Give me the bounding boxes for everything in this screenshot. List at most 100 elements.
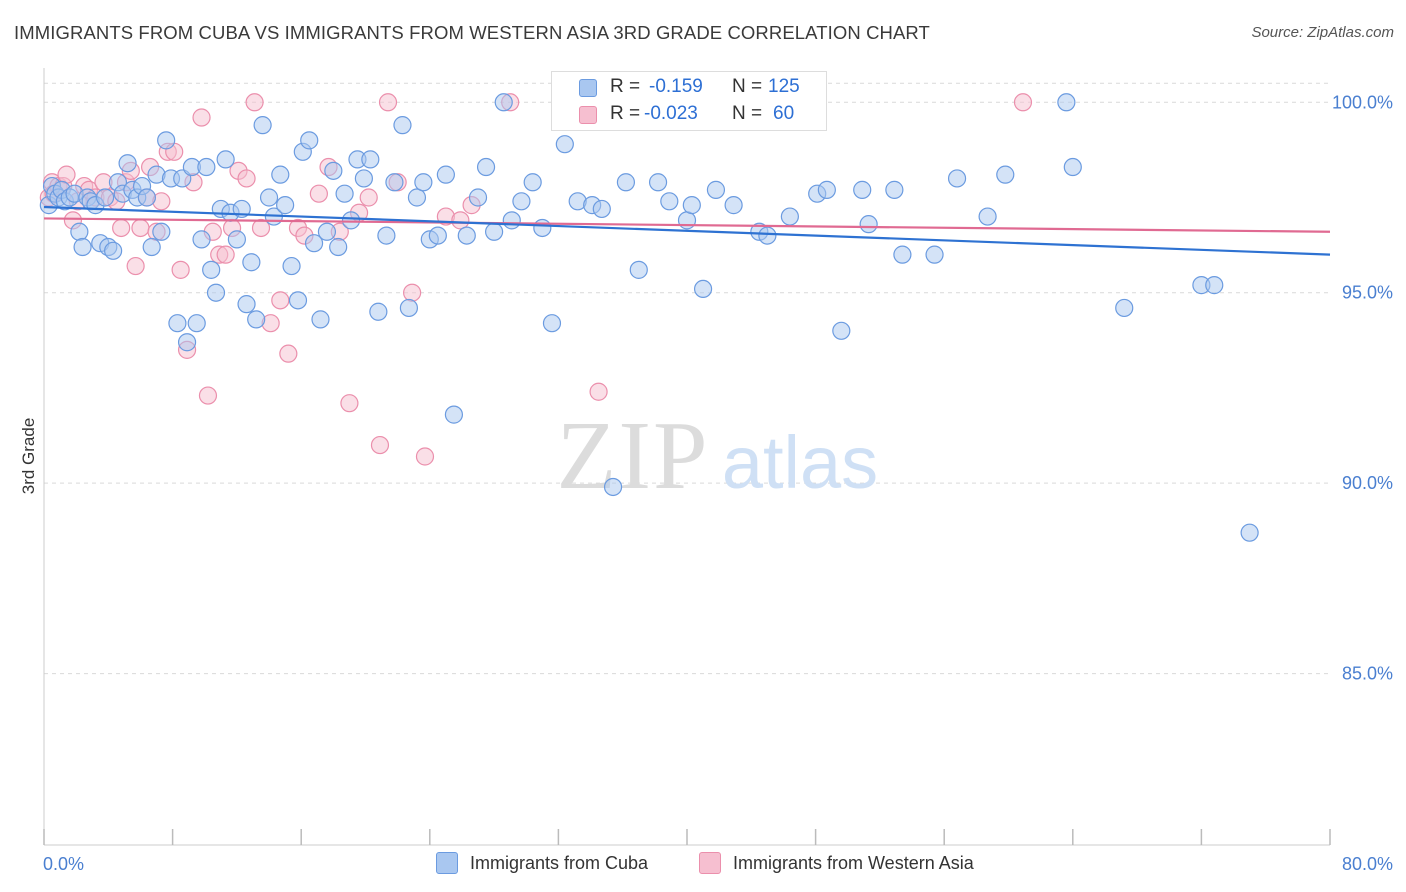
point-cuba [247,310,266,329]
point-cuba [885,180,904,199]
point-cuba [70,222,89,241]
point-cuba [192,230,211,249]
point-cuba [137,188,156,207]
legend-n-value-cuba: 125 [768,76,800,97]
point-western-asia [271,291,290,310]
point-cuba [542,314,562,333]
point-cuba [304,234,324,253]
stats-legend: R = -0.159 N = 125 R = -0.023 N = 60 [551,71,827,131]
trend-line-cuba [43,205,1331,256]
point-cuba [118,154,137,173]
point-cuba [104,241,123,260]
point-western-asia [1013,93,1033,112]
y-tick-label: 95.0% [1342,283,1393,303]
point-cuba [648,173,668,192]
point-cuba [533,218,552,238]
point-cuba [237,295,256,314]
point-cuba [206,283,226,302]
legend-swatch-western-asia [579,106,597,124]
point-western-asia [131,218,150,238]
point-cuba [95,188,115,207]
point-cuba [216,150,235,169]
point-cuba [444,405,464,424]
point-cuba [197,157,216,177]
point-western-asia [192,108,211,127]
watermark: ZIP atlas [557,402,879,510]
point-western-asia [403,283,422,302]
point-cuba [300,131,319,150]
point-cuba [436,165,455,184]
point-cuba [152,222,171,241]
legend-swatch-cuba [579,79,597,97]
point-cuba [377,226,396,245]
point-cuba [369,302,388,321]
trend-line-western-asia [43,217,1331,233]
point-cuba [555,135,574,154]
watermark-atlas: atlas [722,421,878,504]
point-western-asia [370,435,390,455]
point-western-asia [245,93,264,112]
point-cuba [393,116,412,135]
point-cuba [414,173,433,192]
point-cuba [893,245,912,264]
point-western-asia [198,386,218,405]
point-cuba [168,314,187,333]
point-western-asia [251,218,271,238]
point-cuba [660,192,679,211]
point-cuba [385,173,404,192]
point-cuba [485,222,504,241]
point-cuba [242,253,261,272]
point-cuba [187,314,206,333]
y-tick-label: 100.0% [1332,92,1393,112]
bottom-legend-label-cuba: Immigrants from Cuba [470,853,649,873]
point-cuba [282,256,301,276]
point-cuba [523,173,542,192]
point-cuba [724,196,743,215]
x-tick-label-min: 0.0% [43,854,84,874]
watermark-zip: ZIP [557,402,710,510]
legend-row-western-asia: R = -0.023 N = 60 [552,101,826,127]
point-western-asia [171,260,190,279]
point-cuba [1057,93,1076,112]
point-cuba [677,211,697,230]
point-cuba [227,230,246,249]
point-western-asia [112,218,131,238]
point-western-asia [340,394,359,413]
point-cuba [512,192,531,211]
point-cuba [361,150,380,169]
point-cuba [758,226,777,245]
point-cuba [288,291,308,310]
point-cuba [693,279,713,299]
point-cuba [859,215,878,234]
point-cuba [817,180,836,199]
point-cuba [354,169,373,188]
point-cuba [780,207,799,226]
point-western-asia [126,256,145,276]
point-cuba [329,237,348,257]
point-cuba [407,188,427,207]
point-cuba [253,116,272,135]
y-tick-labels: 85.0% 90.0% 95.0% 100.0% [1332,92,1393,683]
series-western-asia-points [39,93,1033,466]
point-western-asia [378,93,398,112]
source-label: Source: ZipAtlas.com [1251,24,1394,41]
point-western-asia [359,188,378,207]
bottom-legend-cuba: Immigrants from Cuba [436,852,648,874]
point-cuba [996,165,1015,184]
point-western-asia [415,447,435,466]
point-cuba [399,298,419,318]
legend-r-label: R = [610,103,641,124]
legend-row-cuba: R = -0.159 N = 125 [552,74,826,100]
chart-title: IMMIGRANTS FROM CUBA VS IMMIGRANTS FROM … [14,22,930,43]
point-cuba [202,260,221,279]
point-cuba [925,245,944,264]
point-western-asia [216,245,235,264]
legend-r-value-cuba: -0.159 [649,76,703,97]
point-western-asia [589,382,608,401]
bottom-legend-western-asia: Immigrants from Western Asia [699,852,974,874]
legend-n-label: N = [732,76,763,97]
point-cuba [324,161,343,180]
point-cuba [1115,298,1134,318]
point-cuba [428,226,447,245]
